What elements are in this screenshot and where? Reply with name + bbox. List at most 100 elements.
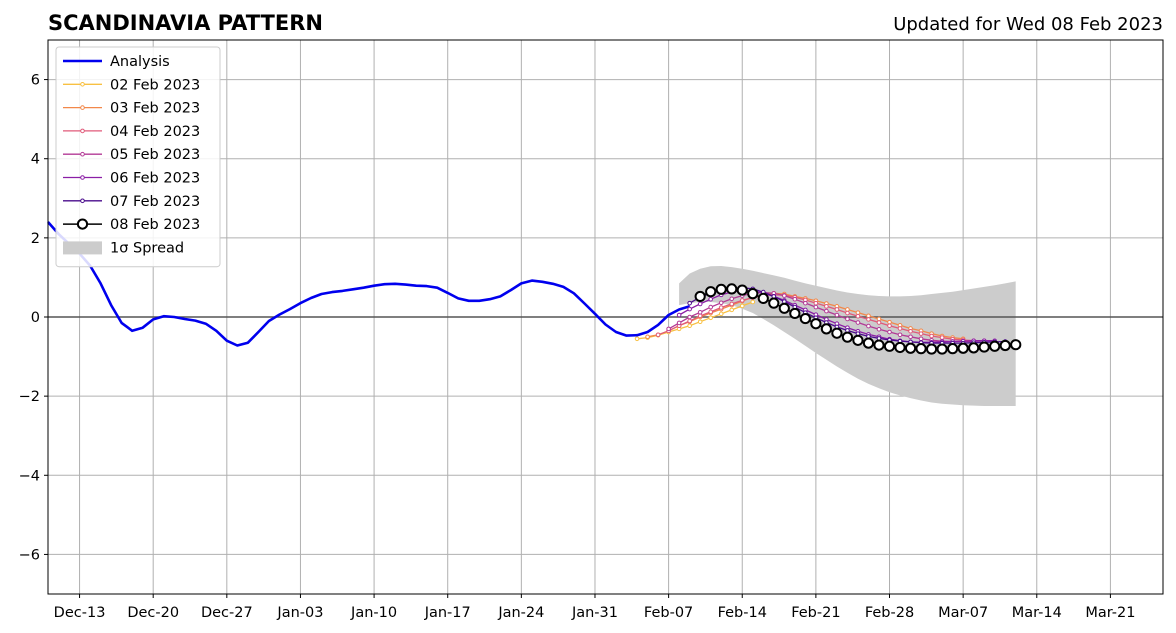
forecast-point — [708, 309, 713, 315]
forecast-point — [845, 310, 850, 316]
x-tick-label: Mar-14 — [1012, 605, 1062, 621]
forecast-point — [750, 299, 756, 305]
forecast-point — [845, 316, 850, 322]
latest-point — [947, 343, 959, 355]
latest-point — [831, 327, 843, 339]
forecast-point — [897, 332, 903, 338]
latest-point — [715, 283, 727, 295]
y-tick-label: 2 — [31, 231, 40, 247]
forecast-point — [887, 323, 892, 329]
forecast-point — [897, 326, 903, 331]
latest-point — [989, 340, 1001, 352]
forecast-point — [887, 319, 892, 325]
forecast-point — [834, 307, 840, 312]
forecast-point — [687, 323, 692, 329]
forecast-point — [813, 300, 819, 306]
y-tick-label: −6 — [19, 547, 40, 563]
x-tick-label: Dec-27 — [201, 605, 253, 621]
latest-point — [705, 286, 717, 298]
forecast-point — [718, 305, 724, 310]
latest-point — [768, 297, 780, 309]
forecast-point — [876, 316, 882, 322]
forecast-point — [834, 312, 840, 318]
latest-point — [789, 307, 801, 320]
x-tick-label: Dec-20 — [127, 605, 179, 621]
forecast-point — [697, 301, 703, 307]
forecast-point — [676, 312, 682, 318]
latest-point — [862, 337, 875, 349]
forecast-point — [739, 298, 745, 303]
forecast-point — [676, 320, 682, 326]
latest-point — [1010, 339, 1022, 351]
legend-swatch-marker — [80, 82, 85, 87]
legend-box — [55, 46, 221, 268]
legend-label: 1σ Spread — [110, 240, 184, 256]
forecast-point — [866, 313, 871, 319]
forecast-point — [782, 293, 787, 298]
forecast-point — [655, 332, 661, 338]
latest-point — [873, 339, 885, 351]
latest-point — [904, 342, 917, 354]
latest-point — [799, 312, 811, 325]
latest-point — [883, 340, 896, 352]
legend-label: 02 Feb 2023 — [110, 77, 200, 93]
latest-point — [747, 288, 759, 300]
latest-point — [820, 323, 832, 335]
y-tick-label: 0 — [31, 310, 40, 326]
legend-label: 06 Feb 2023 — [110, 171, 200, 187]
forecast-point — [729, 301, 735, 307]
x-tick-label: Feb-28 — [865, 605, 914, 621]
legend-label: 04 Feb 2023 — [110, 124, 200, 140]
x-tick-label: Mar-21 — [1085, 605, 1135, 621]
y-tick-label: −4 — [19, 468, 40, 484]
y-ticks: 6 4 2 0 −2 −4 −6 — [19, 73, 48, 563]
forecast-point — [866, 317, 871, 322]
forecast-point — [666, 326, 671, 332]
forecast-point — [708, 296, 713, 302]
x-tick-label: Feb-14 — [718, 605, 767, 621]
forecast-line-1 — [637, 301, 754, 340]
forecast-point — [908, 328, 913, 334]
legend-swatch-spread — [63, 241, 102, 255]
x-tick-label: Jan-10 — [350, 605, 397, 621]
legend-label: 05 Feb 2023 — [110, 147, 200, 163]
x-tick-label: Jan-31 — [571, 605, 618, 621]
x-ticks: Dec-13 Dec-20 Dec-27 Jan-03 Jan-10 Jan-17 Jan-… — [54, 594, 1135, 621]
x-tick-label: Feb-21 — [791, 605, 840, 621]
forecast-point — [918, 336, 924, 342]
forecast-point — [866, 323, 871, 329]
latest-point — [694, 290, 706, 303]
forecast-point — [729, 296, 735, 302]
legend-swatch-marker — [80, 175, 85, 180]
latest-point — [915, 343, 927, 355]
x-tick-label: Jan-24 — [497, 605, 544, 621]
forecast-point — [824, 304, 829, 309]
latest-point — [999, 339, 1011, 352]
latest-point — [841, 331, 854, 343]
forecast-point — [687, 306, 692, 312]
legend-label: 03 Feb 2023 — [110, 101, 200, 117]
forecast-point — [908, 334, 913, 340]
legend-swatch-marker — [80, 105, 85, 110]
chart-title: SCANDINAVIA PATTERN — [48, 11, 323, 35]
forecast-point — [792, 296, 798, 302]
latest-point — [925, 343, 938, 355]
forecast-point — [855, 313, 861, 319]
latest-point — [778, 302, 790, 314]
forecast-point — [929, 333, 934, 339]
latest-point — [726, 283, 738, 295]
y-tick-label: 6 — [31, 73, 40, 89]
forecast-point — [876, 320, 882, 325]
forecast-point — [855, 320, 861, 325]
y-tick-label: −2 — [19, 389, 40, 405]
forecast-point — [876, 326, 882, 332]
forecast-point — [634, 336, 640, 342]
series-layer — [47, 221, 1022, 355]
x-tick-label: Mar-07 — [938, 605, 988, 621]
latest-point — [936, 343, 948, 355]
latest-point — [968, 342, 980, 354]
forecast-point — [739, 303, 745, 309]
forecast-point — [708, 304, 713, 310]
x-tick-label: Jan-03 — [276, 605, 323, 621]
latest-point — [736, 284, 748, 296]
